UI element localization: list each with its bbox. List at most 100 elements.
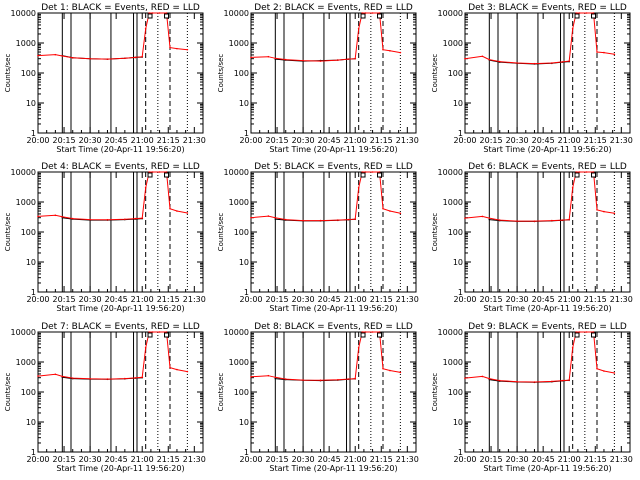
y-axis-label: Counts/sec <box>431 213 439 252</box>
data-point <box>354 57 357 60</box>
data-point <box>169 46 171 49</box>
data-point <box>165 331 168 333</box>
data-point <box>399 51 402 54</box>
panel-title: Det 8: BLACK = Events, RED = LLD <box>254 322 413 332</box>
panel-det-9: Det 9: BLACK = Events, RED = LLD Counts/s… <box>431 322 633 473</box>
data-point <box>533 381 536 383</box>
panel-title: Det 4: BLACK = Events, RED = LLD <box>41 162 200 172</box>
data-point <box>186 48 189 51</box>
saturation-marker <box>591 13 597 19</box>
data-point <box>337 219 339 221</box>
data-point <box>481 215 484 218</box>
x-tick-label: 21:30 <box>610 136 633 145</box>
y-tick-label: 10000 <box>11 9 36 18</box>
y-axis-label: Counts/sec <box>4 213 12 252</box>
data-point <box>165 171 168 173</box>
data-point <box>561 379 564 382</box>
y-tick-label: 10 <box>26 99 36 108</box>
data-point <box>148 12 150 14</box>
data-point <box>613 212 616 215</box>
data-point <box>357 27 360 30</box>
x-tick-label: 20:45 <box>532 295 555 304</box>
x-tick-label: 20:15 <box>53 136 76 145</box>
y-tick-label: 10 <box>239 418 249 427</box>
x-tick-label: 21:30 <box>396 136 419 145</box>
data-point <box>399 212 402 215</box>
data-point <box>302 379 304 381</box>
data-point <box>578 331 581 333</box>
x-tick-label: 21:00 <box>131 136 154 145</box>
series-lld <box>37 12 188 60</box>
data-point <box>357 186 360 189</box>
data-point <box>144 346 147 349</box>
y-tick-label: 10000 <box>224 9 249 18</box>
data-point <box>516 220 518 222</box>
y-tick-label: 10000 <box>438 168 463 177</box>
saturation-marker <box>147 13 153 19</box>
data-point <box>151 12 154 14</box>
series-lld <box>464 171 615 222</box>
data-point <box>371 331 374 333</box>
series-lld <box>37 331 188 380</box>
data-point <box>561 61 564 63</box>
y-tick-label: 1 <box>31 129 36 138</box>
data-point <box>568 218 571 221</box>
x-tick-label: 20:30 <box>292 136 315 145</box>
y-tick-label: 1 <box>458 129 463 138</box>
y-tick-label: 10 <box>26 258 36 267</box>
x-tick-label: 20:30 <box>292 295 315 304</box>
y-axis-label: Counts/sec <box>4 54 12 93</box>
x-tick-label: 20:15 <box>53 455 76 464</box>
data-point <box>284 378 287 380</box>
y-tick-label: 1 <box>244 288 249 297</box>
saturation-marker <box>360 172 366 178</box>
data-point <box>302 59 304 62</box>
data-point <box>364 171 367 173</box>
data-point <box>169 207 171 210</box>
x-tick-label: 20:00 <box>26 455 49 464</box>
y-tick-label: 10 <box>453 258 463 267</box>
data-point <box>551 219 553 222</box>
data-point <box>284 58 287 61</box>
x-tick-label: 21:15 <box>157 455 180 464</box>
data-point <box>284 218 287 221</box>
data-point <box>516 62 518 64</box>
x-tick-label: 20:00 <box>239 295 262 304</box>
data-point <box>337 59 339 61</box>
data-point <box>516 380 518 383</box>
data-point <box>585 171 588 173</box>
data-point <box>274 376 277 379</box>
data-point <box>106 58 109 60</box>
data-point <box>347 58 350 60</box>
data-point <box>274 377 277 380</box>
data-point <box>54 53 57 56</box>
data-point <box>158 171 161 173</box>
data-point <box>158 12 161 14</box>
data-point <box>151 171 154 173</box>
data-point <box>124 57 126 60</box>
series-lld <box>464 12 615 65</box>
data-point <box>364 12 367 14</box>
data-point <box>382 48 384 51</box>
data-point <box>165 12 168 14</box>
x-tick-label: 20:15 <box>480 136 503 145</box>
data-point <box>134 217 137 220</box>
x-axis-label: Start Time (20-Apr-11 19:56:20) <box>269 145 397 154</box>
data-point <box>464 217 466 219</box>
data-point <box>186 370 189 373</box>
x-tick-label: 20:15 <box>480 455 503 464</box>
x-tick-label: 21:00 <box>131 455 154 464</box>
data-point <box>89 378 91 380</box>
data-point <box>488 377 491 380</box>
saturation-marker <box>377 332 383 338</box>
panel-det-2: Det 2: BLACK = Events, RED = LLD Counts/s… <box>217 3 419 154</box>
data-point <box>592 171 595 173</box>
data-point <box>382 207 384 210</box>
data-point <box>61 55 64 57</box>
y-tick-label: 10000 <box>438 328 463 337</box>
saturation-marker <box>574 13 580 19</box>
y-tick-label: 100 <box>234 69 249 78</box>
data-point <box>176 210 178 212</box>
y-tick-label: 1 <box>244 129 249 138</box>
